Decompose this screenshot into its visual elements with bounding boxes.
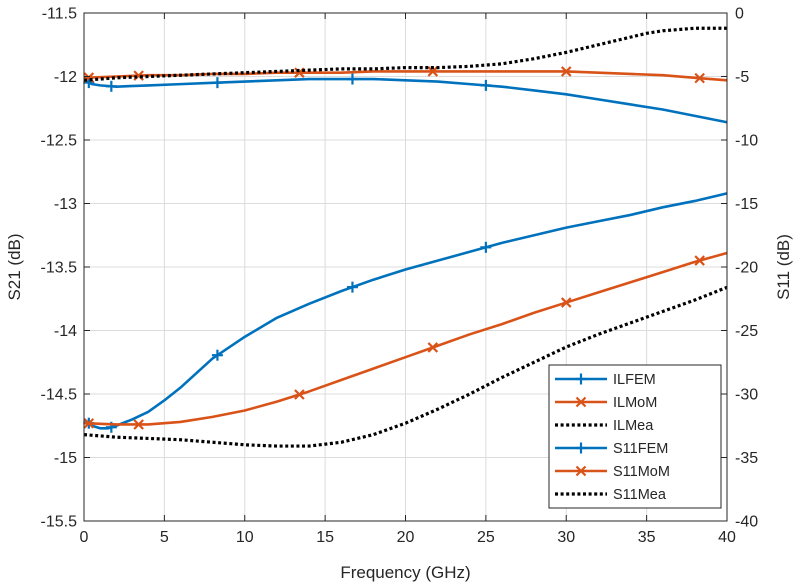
series-line-ilmea	[83, 26, 727, 82]
x-tick-label: 40	[718, 529, 736, 546]
x-axis-label: Frequency (GHz)	[340, 563, 470, 582]
legend-label: ILMea	[613, 418, 654, 434]
legend-label: S11MoM	[613, 464, 670, 480]
legend-box	[548, 364, 722, 509]
y-right-tick-label: 0	[735, 6, 744, 23]
y-axis-left-label: S21 (dB)	[5, 233, 24, 300]
series-ilmea	[83, 26, 727, 82]
y-right-tick-label: -30	[735, 387, 758, 404]
series-marker-ilfem	[346, 73, 358, 85]
y-right-tick-label: -10	[735, 133, 758, 150]
series-marker-ilmom	[133, 70, 144, 81]
series-marker-ilfem	[105, 80, 117, 92]
x-tick-label: 25	[477, 529, 495, 546]
series-marker-ilmom	[427, 66, 439, 77]
legend-entry: ILMoM	[555, 395, 657, 411]
y-right-tick-label: -15	[735, 196, 758, 213]
legend-entry: ILFEM	[555, 372, 656, 388]
series-layer	[83, 26, 728, 448]
legend-entry: S11Mea	[555, 487, 667, 503]
series-marker-s11fem	[480, 241, 492, 253]
x-tick-label: 35	[638, 529, 656, 546]
y-left-tick-label: -14.5	[41, 387, 78, 404]
series-s11mea	[83, 285, 728, 448]
x-tick-label: 20	[397, 529, 415, 546]
y-right-tick-label: -35	[735, 450, 758, 467]
series-line-s11mea	[83, 285, 728, 448]
x-tick-label: 5	[160, 529, 169, 546]
legend: ILFEM ILMoM ILMea S11FEM S11MoM S11Mea	[548, 364, 722, 509]
legend-entry: S11FEM	[555, 441, 668, 457]
y-right-tick-label: -5	[735, 69, 749, 86]
series-marker-ilfem	[480, 79, 492, 91]
series-line-ilfem	[83, 77, 728, 124]
axis-ticks: 0 5 10 15 20 25 30 35 40 -11.5 -12 -12.5 -13 -13.5 -14…	[41, 6, 759, 547]
x-tick-label: 30	[557, 529, 575, 546]
legend-entry: ILMea	[555, 418, 654, 434]
grid	[84, 13, 727, 521]
series-marker-s11fem	[211, 349, 223, 361]
legend-marker	[575, 373, 587, 385]
y-left-tick-label: -15.5	[41, 514, 78, 531]
y-left-tick-label: -13	[54, 196, 77, 213]
y-right-tick-label: -40	[735, 514, 758, 531]
series-marker-s11mom	[133, 419, 144, 430]
series-marker-s11mom	[694, 255, 705, 266]
y-left-tick-label: -15	[54, 450, 77, 467]
series-marker-s11mom	[294, 389, 305, 400]
x-tick-label: 0	[80, 529, 89, 546]
x-tick-label: 10	[236, 529, 254, 546]
legend-label: ILMoM	[613, 395, 657, 411]
y-left-tick-label: -11.5	[42, 6, 77, 23]
series-line-s11mom	[83, 251, 728, 426]
legend-marker	[575, 442, 587, 454]
series-s11mom	[83, 251, 728, 430]
series-marker-s11mom	[83, 418, 95, 429]
series-marker-s11mom	[427, 342, 439, 353]
y-left-tick-label: -14	[54, 323, 77, 340]
y-left-tick-label: -12.5	[41, 133, 78, 150]
series-marker-ilfem	[211, 77, 223, 89]
legend-label: ILFEM	[613, 372, 656, 388]
legend-entry: S11MoM	[555, 464, 670, 480]
legend-marker	[575, 465, 587, 477]
series-marker-s11fem	[346, 281, 358, 293]
y-axis-right-label: S11 (dB)	[774, 234, 793, 300]
legend-marker	[575, 396, 587, 408]
series-marker-s11mom	[560, 297, 572, 308]
x-tick-label: 15	[316, 529, 334, 546]
y-left-tick-label: -13.5	[41, 260, 78, 277]
series-marker-ilmom	[560, 66, 572, 77]
legend-label: S11FEM	[613, 441, 668, 457]
series-marker-ilmom	[694, 72, 705, 84]
y-left-tick-label: -12	[54, 69, 77, 86]
legend-label: S11Mea	[613, 487, 667, 503]
y-right-tick-label: -20	[735, 260, 758, 277]
y-right-tick-label: -25	[735, 323, 758, 340]
